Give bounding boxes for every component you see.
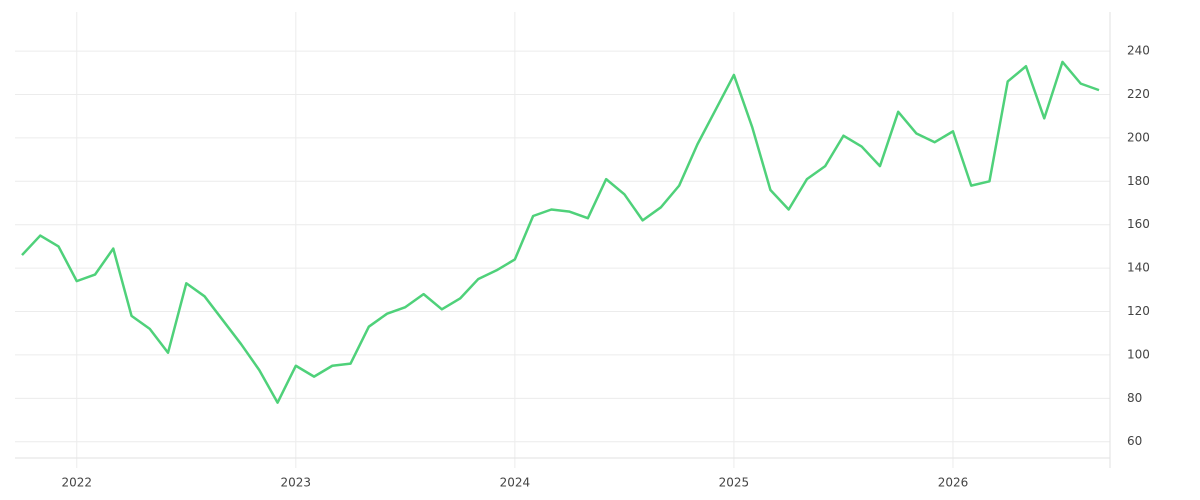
y-tick-label: 120 [1127,304,1150,318]
x-tick-label: 2025 [719,476,750,490]
grid [15,12,1110,468]
y-tick-label: 200 [1127,130,1150,144]
y-tick-label: 160 [1127,217,1150,231]
x-tick-label: 2026 [938,476,969,490]
x-tick-label: 2024 [500,476,531,490]
y-tick-label: 240 [1127,44,1150,58]
y-tick-label: 100 [1127,347,1150,361]
y-tick-label: 180 [1127,174,1150,188]
x-tick-label: 2022 [61,476,92,490]
line-series [21,60,1100,404]
x-tick-label: 2023 [281,476,312,490]
y-tick-label: 220 [1127,87,1150,101]
y-tick-label: 80 [1127,391,1142,405]
y-tick-label: 140 [1127,261,1150,275]
y-tick-label: 60 [1127,434,1142,448]
